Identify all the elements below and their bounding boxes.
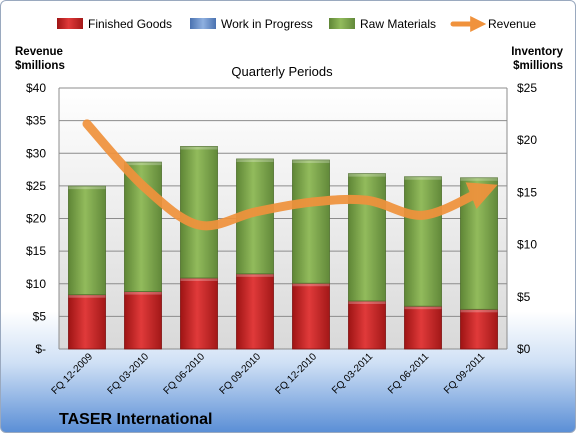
bar-raw-materials [180, 146, 218, 279]
bar-highlight [404, 306, 442, 310]
bar-highlight [68, 186, 106, 190]
right-tick-label: $20 [517, 133, 537, 147]
bar-highlight [348, 300, 386, 304]
right-axis-label-line2: $millions [513, 60, 563, 72]
left-tick-label: $10 [26, 277, 46, 291]
bar-highlight [124, 291, 162, 295]
bar-raw-materials [292, 159, 330, 284]
bar-finished-goods [180, 277, 218, 350]
left-axis-ticks: $- $5 $10 $15 $20 $25 $30 $35 $40 [26, 81, 46, 356]
bar-finished-goods [348, 300, 386, 350]
category-label: FQ 09-2010 [218, 351, 264, 397]
bar-highlight [460, 177, 498, 181]
category-label: FQ 03-2011 [330, 351, 375, 396]
category-label: FQ 06-2010 [162, 351, 208, 397]
bar-highlight [68, 294, 106, 298]
category-label: FQ 03-2010 [106, 351, 152, 397]
chart-title: Quarterly Periods [231, 64, 333, 79]
bar-raw-materials [68, 185, 106, 296]
category-label: FQ 12-2010 [274, 351, 320, 397]
bar-highlight [180, 146, 218, 150]
bar-highlight [460, 309, 498, 313]
left-tick-label: $40 [26, 81, 46, 95]
legend-label-finished-goods: Finished Goods [88, 17, 172, 31]
left-tick-label: $30 [26, 146, 46, 160]
legend-swatch-finished-goods [57, 18, 83, 29]
legend-label-work-in-progress: Work in Progress [221, 17, 313, 31]
right-axis-label-line1: Inventory [511, 46, 563, 58]
left-tick-label: $- [35, 342, 46, 356]
left-axis-label-line2: $millions [15, 60, 65, 72]
right-axis-ticks: $0 $5 $10 $15 $20 $25 [517, 81, 537, 356]
category-label: FQ 06-2011 [386, 351, 431, 396]
right-tick-label: $10 [517, 238, 537, 252]
bar-raw-materials [348, 173, 386, 302]
left-axis-label-line1: Revenue [15, 46, 63, 58]
bar-finished-goods [236, 273, 274, 350]
bar-highlight [236, 273, 274, 277]
category-labels: FQ 12-2009 FQ 03-2010 FQ 06-2010 FQ 09-2010… [50, 351, 488, 397]
company-name: TASER International [59, 411, 213, 428]
right-tick-label: $0 [517, 342, 531, 356]
bar-finished-goods [460, 308, 498, 350]
bar-highlight [124, 162, 162, 166]
bar-highlight [236, 158, 274, 162]
bar-highlight [180, 278, 218, 282]
revenue-line-series [82, 119, 498, 231]
left-tick-label: $25 [26, 179, 46, 193]
bar-raw-materials [404, 176, 442, 307]
bar-finished-goods [292, 282, 330, 350]
bar-highlight [292, 283, 330, 287]
legend-swatch-work-in-progress [190, 18, 216, 29]
legend-label-revenue: Revenue [488, 17, 536, 31]
left-tick-label: $15 [26, 244, 46, 258]
bar-highlight [348, 173, 386, 177]
left-tick-label: $35 [26, 114, 46, 128]
legend-label-raw-materials: Raw Materials [360, 17, 436, 31]
bar-finished-goods [124, 291, 162, 350]
left-tick-label: $20 [26, 212, 46, 226]
legend: Finished Goods Work in Progress Raw Mate… [57, 15, 536, 33]
bar-finished-goods [68, 294, 106, 350]
bar-highlight [404, 176, 442, 180]
revenue-line [82, 119, 498, 231]
bar-finished-goods [404, 305, 442, 350]
legend-swatch-raw-materials [329, 18, 355, 29]
category-label: FQ 09-2011 [442, 351, 487, 396]
left-tick-label: $5 [33, 309, 47, 323]
right-tick-label: $15 [517, 185, 537, 199]
category-label: FQ 12-2009 [50, 351, 96, 397]
bar-highlight [292, 160, 330, 164]
right-tick-label: $25 [517, 81, 537, 95]
right-tick-label: $5 [517, 290, 531, 304]
